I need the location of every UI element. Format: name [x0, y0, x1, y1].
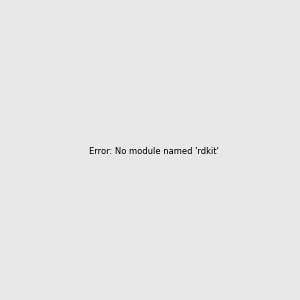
Text: Error: No module named 'rdkit': Error: No module named 'rdkit': [89, 147, 219, 156]
